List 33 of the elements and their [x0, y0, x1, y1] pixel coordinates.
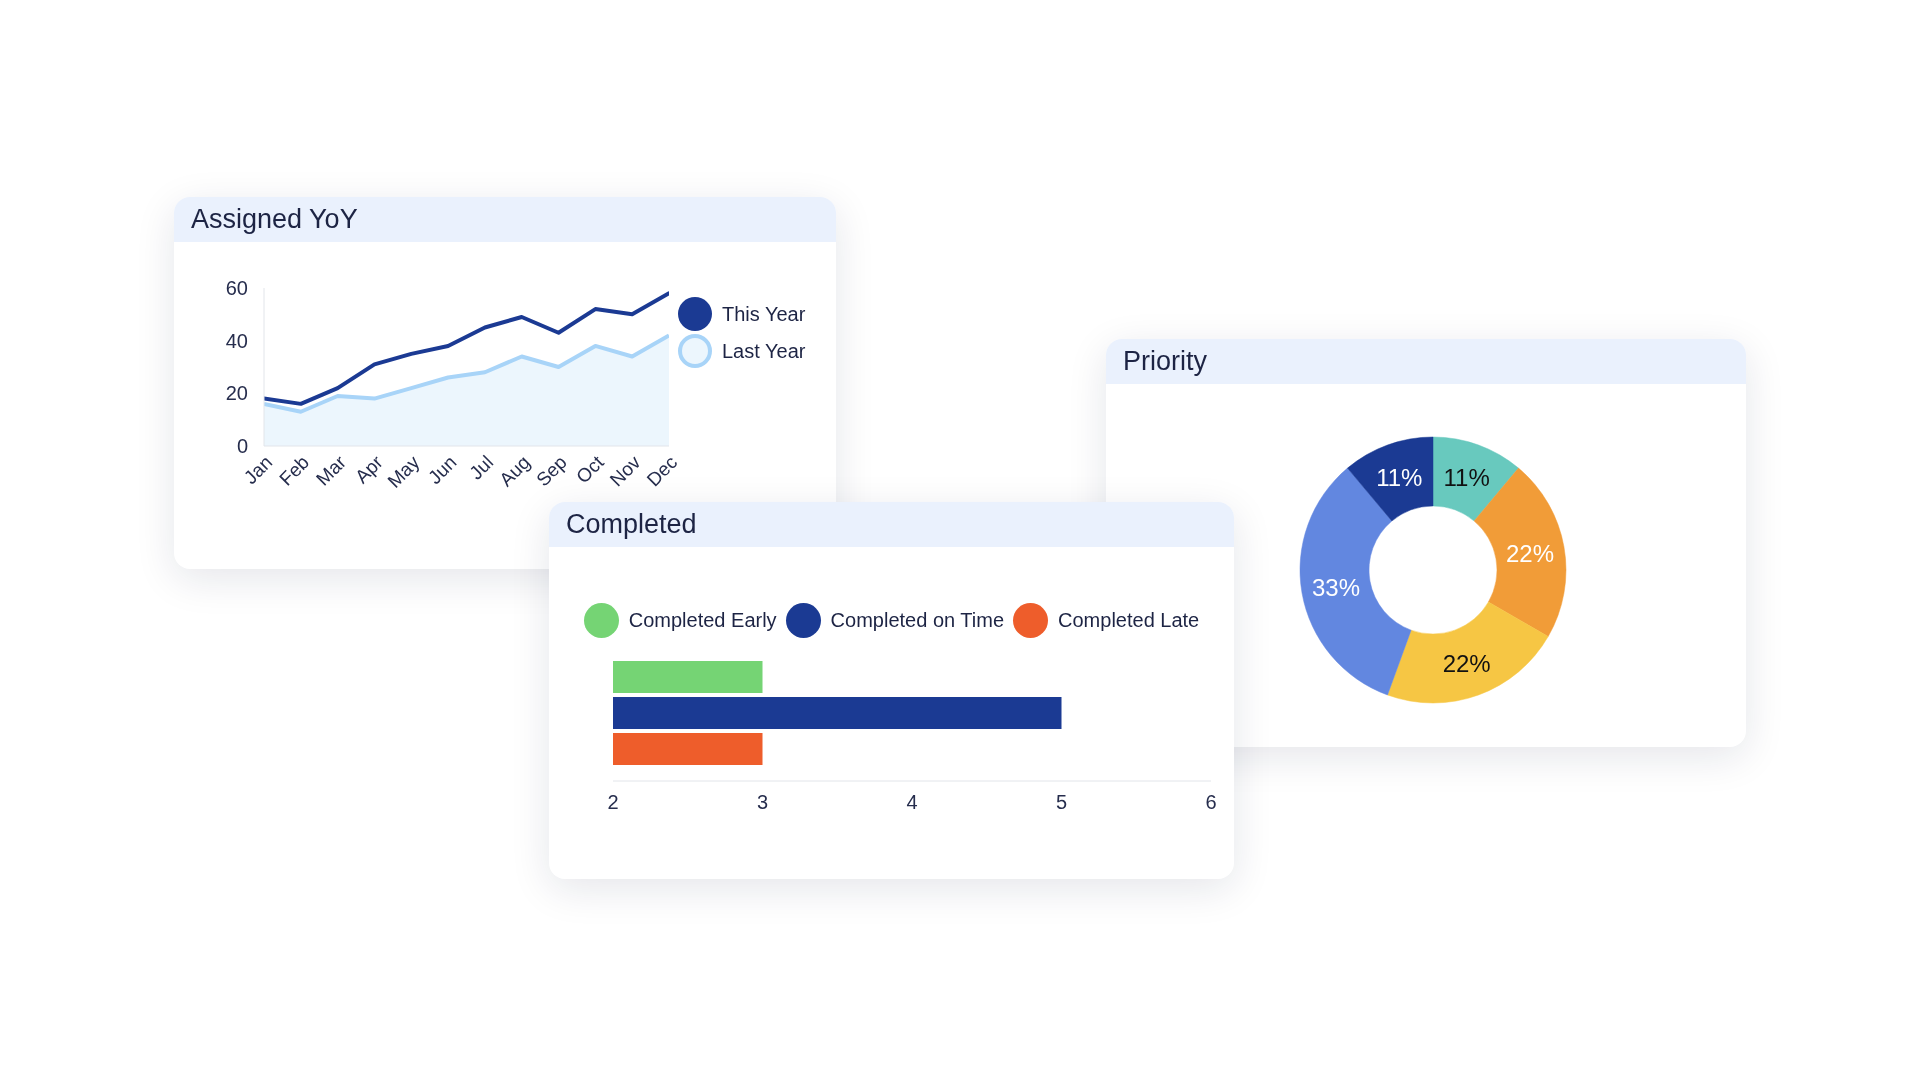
x-tick-label: 4: [906, 791, 918, 814]
x-tick-label: Feb: [275, 451, 314, 490]
donut-slice: [1387, 601, 1549, 704]
line-series: [264, 291, 669, 406]
legend-label: Completed Early: [628, 609, 777, 632]
data-label: 33%: [1311, 573, 1361, 601]
x-tick-label: Sep: [532, 451, 571, 491]
x-tick-label: 6: [1205, 791, 1217, 814]
y-tick-label: 60: [225, 277, 248, 300]
y-tick-label: 0: [236, 435, 248, 458]
x-tick-label: 2: [607, 791, 619, 814]
data-label: 22%: [1505, 539, 1555, 567]
y-tick-label: 20: [225, 382, 248, 405]
legend-label: Last Year: [722, 339, 806, 363]
x-tick-label: Dec: [642, 451, 682, 491]
x-tick-label: 3: [756, 791, 769, 814]
y-tick-label: 40: [225, 329, 248, 352]
donut-slice: [1432, 436, 1519, 522]
chart-title: Priority: [1123, 346, 1208, 377]
x-tick-label: Jul: [465, 451, 498, 484]
legend-label: Completed on Time: [830, 609, 1005, 632]
data-label: 11%: [1443, 463, 1490, 491]
x-tick-label: Aug: [495, 451, 535, 491]
legend-label: Completed Late: [1058, 609, 1200, 632]
data-label: 22%: [1442, 649, 1491, 677]
legend-label: This Year: [722, 302, 806, 326]
x-tick-label: 5: [1055, 791, 1068, 814]
donut-slice: [1347, 436, 1434, 522]
chart-title: Completed: [566, 509, 697, 540]
data-label: 11%: [1376, 463, 1423, 491]
x-tick-label: Mar: [312, 451, 351, 490]
x-tick-label: Jun: [423, 451, 461, 489]
chart-title: Assigned YoY: [191, 204, 358, 235]
